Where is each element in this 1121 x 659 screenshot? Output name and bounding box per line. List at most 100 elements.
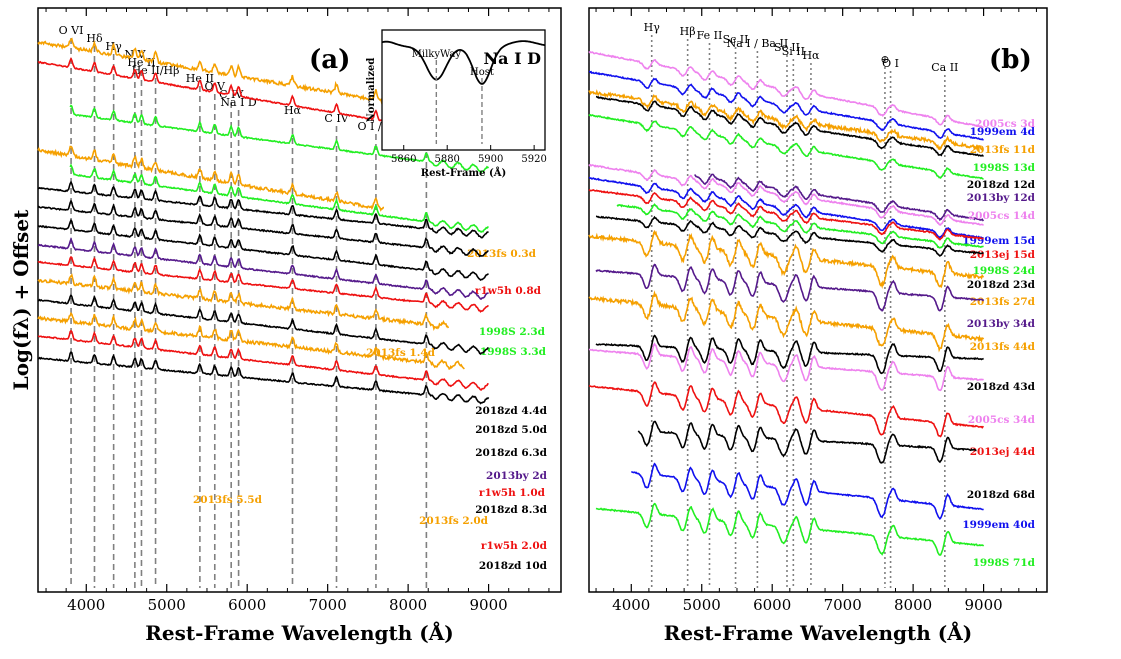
spectrum-label: 2013fs 0.3d bbox=[467, 248, 537, 260]
spectrum-line bbox=[588, 176, 984, 239]
inset-marker-label: MilkyWay bbox=[412, 49, 462, 60]
spectrum-line bbox=[595, 95, 984, 157]
spectrum-line bbox=[588, 89, 984, 152]
spectrum-label: 2013by 34d bbox=[967, 318, 1036, 330]
spectrum-line bbox=[588, 342, 984, 392]
inset-title: Na I D bbox=[484, 49, 542, 68]
spectrum-line bbox=[37, 273, 450, 331]
inset-chart: MilkyWay Host 5860 5880 5900 5920 Na I D Rest-F… bbox=[366, 29, 547, 179]
spectrum-line bbox=[37, 293, 489, 355]
spectrum-label: 1999em 4d bbox=[970, 126, 1036, 138]
line-marker-label: Hα bbox=[802, 49, 820, 62]
spectrum-label: 1998S 24d bbox=[973, 265, 1036, 277]
inset-tick-label: 5920 bbox=[521, 154, 546, 165]
inset-tick-label: 5860 bbox=[391, 154, 416, 165]
spectrum-line bbox=[616, 203, 984, 249]
spectrum-line bbox=[37, 329, 489, 391]
spectrum-label: 2013fs 27d bbox=[970, 296, 1036, 308]
inset-y-label: Normalized bbox=[366, 58, 377, 123]
line-marker-label: ⊕ bbox=[880, 53, 889, 66]
spectrum-line bbox=[37, 236, 489, 300]
spectrum-line bbox=[37, 180, 489, 239]
spectrum-line bbox=[588, 70, 984, 141]
x-tick-label: 7000 bbox=[824, 596, 862, 614]
spectrum-label: r1w5h 0.8d bbox=[475, 285, 542, 297]
x-tick-label: 8000 bbox=[894, 596, 932, 614]
spectrum-label: 2018zd 4.4d bbox=[475, 405, 547, 417]
x-tick-label: 5000 bbox=[148, 596, 186, 614]
line-marker-label: O V bbox=[205, 80, 227, 93]
x-tick-label: 6000 bbox=[228, 596, 266, 614]
spectrum-label: 2018zd 43d bbox=[967, 381, 1036, 393]
spectrum-label: 2018zd 12d bbox=[967, 179, 1036, 191]
x-tick-label: 4000 bbox=[67, 596, 105, 614]
line-marker-label: Hδ bbox=[86, 32, 103, 45]
spectrum-line bbox=[588, 229, 985, 289]
line-marker-label: Na I D bbox=[220, 96, 257, 109]
spectrum-label: 2013by 12d bbox=[967, 192, 1036, 204]
panel-b: 4000 5000 6000 7000 8000 9000 Rest-Frame Wavel… bbox=[588, 7, 1048, 645]
x-tick-label: 5000 bbox=[683, 596, 721, 614]
inset-marker-label: Host bbox=[470, 67, 494, 78]
spectrum-line bbox=[631, 462, 984, 521]
spectrum-label: 2005cs 34d bbox=[968, 414, 1036, 426]
spectrum-label: 2005cs 3d bbox=[975, 118, 1035, 130]
spectrum-label: 2013fs 5.5d bbox=[193, 494, 263, 506]
line-marker-label: Ca II bbox=[931, 61, 958, 74]
spectrum-label: 2018zd 6.3d bbox=[475, 447, 547, 459]
x-tick-label: 9000 bbox=[964, 596, 1002, 614]
spectrum-label: 1998S 13d bbox=[973, 162, 1036, 174]
spectrum-label: r1w5h 2.0d bbox=[481, 540, 548, 552]
spectrum-label: 2013ej 44d bbox=[970, 446, 1036, 458]
spectrum-line bbox=[37, 218, 489, 282]
spectrum-line bbox=[37, 145, 384, 212]
spectrum-line bbox=[588, 50, 984, 129]
spectrum-line bbox=[588, 381, 984, 438]
line-marker-label: O VI bbox=[59, 24, 84, 37]
plot-frame bbox=[37, 7, 562, 593]
spectrum-label: 1998S 71d bbox=[973, 557, 1036, 569]
spectrum-line bbox=[37, 199, 489, 258]
panel-letter: (a) bbox=[309, 45, 350, 75]
spectrum-label: 2018zd 68d bbox=[967, 489, 1036, 501]
x-tick-label: 8000 bbox=[389, 596, 427, 614]
line-marker-label: He II bbox=[186, 72, 214, 85]
line-marker-label: Sc II bbox=[774, 41, 800, 54]
x-axis-label: Rest-Frame Wavelength (Å) bbox=[145, 621, 453, 645]
spectrum-line bbox=[588, 163, 984, 226]
spectrum-label: 1998S 3.3d bbox=[480, 346, 547, 358]
spectrum-line bbox=[595, 502, 985, 556]
spectrum-line bbox=[37, 311, 465, 370]
spectrum-line bbox=[595, 263, 985, 312]
line-marker-label: Hβ bbox=[680, 25, 696, 38]
y-axis-label: Log(fλ) + Offset bbox=[9, 209, 33, 390]
x-tick-label: 6000 bbox=[753, 596, 791, 614]
spectrum-line bbox=[595, 215, 984, 257]
line-marker-label: C IV bbox=[219, 88, 244, 101]
x-tick-label: 7000 bbox=[309, 596, 347, 614]
spectrum-label: 2018zd 23d bbox=[967, 279, 1036, 291]
plot-frame bbox=[588, 7, 1048, 593]
inset-frame bbox=[381, 29, 546, 151]
spectrum-label: 1999em 40d bbox=[962, 519, 1035, 531]
inset-x-label: Rest-Frame (Å) bbox=[421, 167, 506, 179]
spectrum-line bbox=[588, 188, 984, 241]
spectrum-line bbox=[637, 420, 977, 464]
spectrum-label: 2013fs 44d bbox=[970, 341, 1036, 353]
panel-letter: (b) bbox=[989, 45, 1032, 75]
spectrum-label: 2005cs 14d bbox=[968, 210, 1036, 222]
spectrum-line bbox=[37, 255, 489, 313]
spectrum-line bbox=[37, 351, 490, 405]
spectrum-label: r1w5h 1.0d bbox=[479, 487, 546, 499]
line-marker-label: Na I / Ba II bbox=[727, 37, 789, 50]
spectrum-label: 2018zd 5.0d bbox=[475, 424, 547, 436]
spectrum-label: 2013fs 11d bbox=[970, 144, 1036, 156]
spectrum-label: 2013ej 15d bbox=[970, 249, 1036, 261]
inset-line bbox=[381, 40, 546, 85]
spectrum-label: 1998S 2.3d bbox=[479, 326, 546, 338]
spectrum-line bbox=[595, 334, 984, 375]
line-marker-label: O I bbox=[882, 57, 899, 70]
spectrum-label: 2013by 2d bbox=[486, 470, 548, 482]
spectrum-line bbox=[69, 163, 489, 233]
